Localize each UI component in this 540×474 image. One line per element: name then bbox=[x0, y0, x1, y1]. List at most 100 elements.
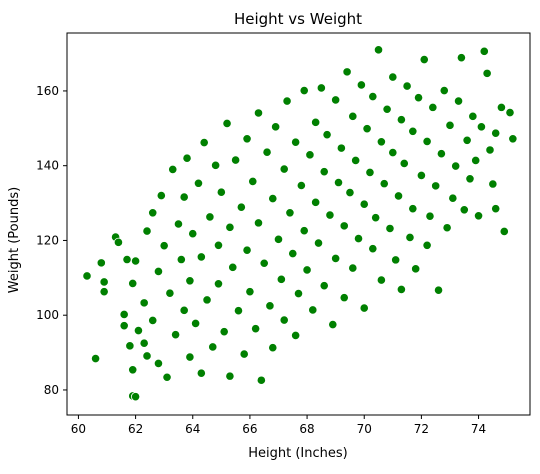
x-tick-label: 68 bbox=[299, 422, 314, 436]
scatter-point bbox=[433, 285, 444, 295]
scatter-point bbox=[299, 226, 309, 236]
scatter-point bbox=[130, 256, 141, 266]
scatter-point bbox=[313, 238, 324, 248]
scatter-point bbox=[245, 287, 255, 297]
scatter-point bbox=[276, 274, 286, 284]
scatter-point bbox=[331, 253, 341, 263]
scatter-point bbox=[176, 254, 186, 265]
scatter-point bbox=[451, 161, 461, 171]
scatter-point bbox=[299, 85, 309, 96]
scatter-point bbox=[216, 187, 226, 197]
scatter-point bbox=[479, 46, 489, 56]
scatter-point bbox=[231, 155, 241, 165]
scatter-point bbox=[262, 147, 272, 157]
y-axis-ticks: 80 100 120 140 160 bbox=[36, 84, 67, 397]
scatter-point bbox=[153, 266, 164, 277]
scatter-point bbox=[142, 351, 152, 361]
scatter-point bbox=[316, 83, 326, 93]
scatter-point bbox=[508, 134, 518, 144]
scatter-point bbox=[453, 96, 464, 106]
scatter-point bbox=[128, 278, 138, 289]
scatter-point bbox=[291, 137, 301, 147]
scatter-point bbox=[353, 233, 364, 244]
scatter-point bbox=[228, 262, 238, 272]
x-tick-label: 62 bbox=[128, 422, 143, 436]
scatter-point bbox=[213, 240, 224, 250]
scatter-point bbox=[505, 108, 515, 118]
scatter-point bbox=[156, 190, 166, 201]
scatter-point bbox=[273, 234, 284, 244]
scatter-point bbox=[168, 164, 178, 175]
scatter-point bbox=[205, 212, 215, 222]
scatter-point bbox=[119, 321, 129, 331]
scatter-point bbox=[82, 271, 92, 281]
scatter-point bbox=[339, 293, 349, 303]
scatter-point bbox=[396, 284, 406, 295]
scatter-point bbox=[271, 122, 281, 132]
scatter-point bbox=[265, 301, 275, 311]
scatter-point bbox=[399, 158, 409, 169]
scatter-point bbox=[302, 265, 312, 275]
x-tick-label: 72 bbox=[414, 422, 429, 436]
scatter-point bbox=[431, 181, 441, 191]
y-tick-label: 160 bbox=[36, 84, 59, 98]
scatter-point bbox=[379, 179, 389, 189]
scatter-point bbox=[331, 95, 341, 105]
scatter-point bbox=[185, 352, 195, 362]
scatter-point bbox=[182, 153, 192, 163]
scatter-point bbox=[333, 177, 344, 188]
scatter-point bbox=[296, 180, 306, 191]
scatter-points bbox=[82, 45, 518, 402]
scatter-point bbox=[219, 327, 229, 337]
scatter-point bbox=[471, 155, 481, 166]
scatter-point bbox=[268, 343, 278, 353]
scatter-point bbox=[376, 137, 386, 147]
scatter-point bbox=[193, 178, 204, 188]
scatter-point bbox=[422, 240, 432, 250]
x-tick-label: 66 bbox=[242, 422, 257, 436]
x-tick-label: 60 bbox=[71, 422, 86, 436]
scatter-point bbox=[242, 245, 252, 255]
scatter-point bbox=[488, 179, 498, 189]
scatter-point bbox=[148, 208, 158, 218]
scatter-point bbox=[385, 223, 395, 234]
scatter-point bbox=[139, 298, 149, 308]
scatter-point bbox=[422, 136, 432, 146]
scatter-point bbox=[171, 330, 181, 340]
scatter-point bbox=[356, 80, 366, 90]
scatter-point bbox=[319, 281, 329, 291]
scatter-point bbox=[319, 167, 329, 177]
scatter-point bbox=[188, 229, 198, 239]
scatter-point bbox=[348, 263, 358, 273]
scatter-point bbox=[462, 135, 472, 145]
scatter-point bbox=[279, 315, 289, 325]
scatter-point bbox=[365, 167, 375, 178]
scatter-point bbox=[285, 208, 295, 218]
scatter-point bbox=[336, 143, 346, 153]
scatter-point bbox=[185, 276, 195, 286]
scatter-point bbox=[448, 193, 458, 203]
x-tick-label: 74 bbox=[471, 422, 486, 436]
scatter-point bbox=[499, 226, 509, 237]
scatter-point bbox=[382, 104, 392, 114]
scatter-point bbox=[428, 102, 438, 112]
scatter-point bbox=[291, 330, 301, 340]
y-tick-label: 120 bbox=[36, 233, 59, 247]
chart-title: Height vs Weight bbox=[234, 10, 362, 28]
scatter-point bbox=[416, 170, 426, 181]
scatter-point bbox=[256, 375, 266, 385]
scatter-point bbox=[419, 54, 429, 65]
scatter-point bbox=[305, 150, 315, 160]
scatter-point bbox=[485, 145, 495, 155]
scatter-point bbox=[396, 115, 406, 125]
scatter-point bbox=[153, 358, 164, 369]
scatter-point bbox=[328, 319, 338, 330]
scatter-point bbox=[408, 126, 418, 136]
scatter-point bbox=[491, 204, 501, 214]
scatter-point bbox=[496, 102, 507, 112]
scatter-point bbox=[202, 295, 212, 305]
scatter-point bbox=[191, 318, 201, 329]
scatter-point bbox=[179, 305, 189, 315]
scatter-point bbox=[456, 53, 467, 63]
